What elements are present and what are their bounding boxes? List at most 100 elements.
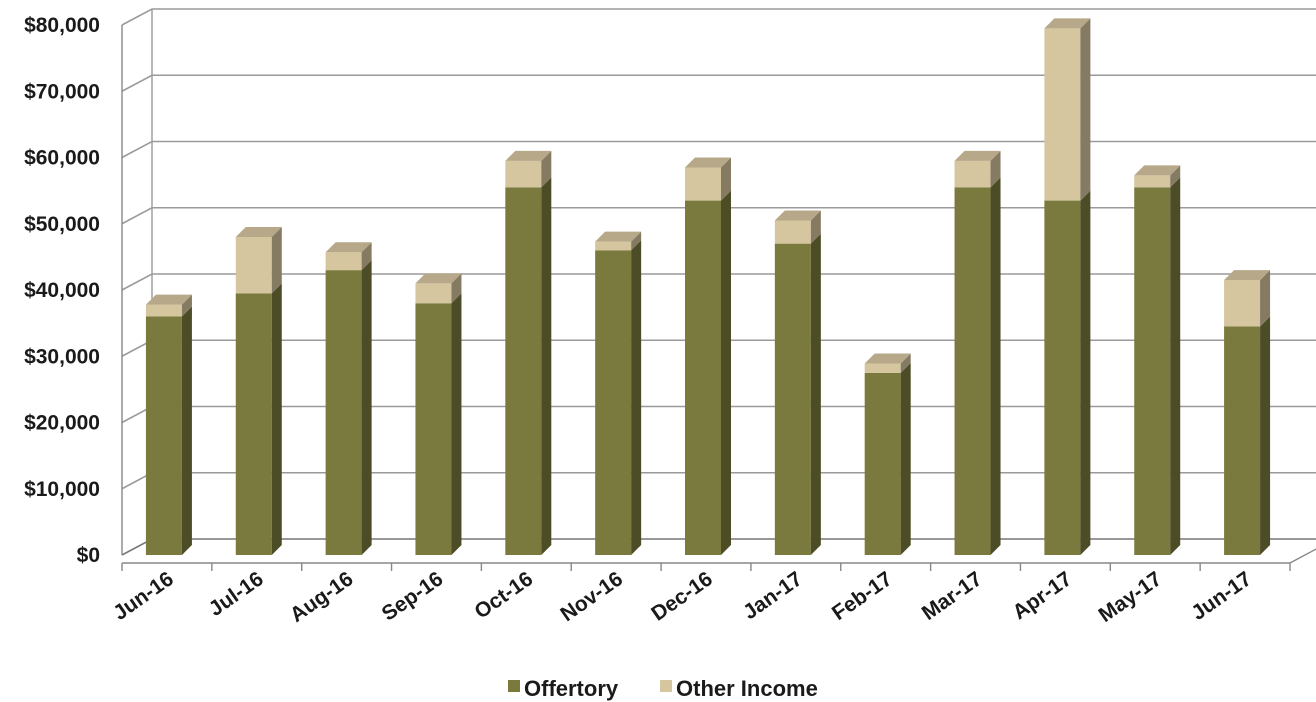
bar-top-face xyxy=(235,227,282,237)
bar-front-face xyxy=(595,241,632,251)
bar-side-face xyxy=(810,210,821,244)
bar-other-income-jan-17 xyxy=(774,210,821,244)
bar-side-face xyxy=(721,190,731,555)
bar-other-income-jul-16 xyxy=(235,227,282,294)
bar-front-face xyxy=(145,316,182,555)
bar-front-face xyxy=(145,304,182,317)
bar-front-face xyxy=(505,160,542,188)
bar-offertory-oct-16 xyxy=(505,177,552,555)
legend: Offertory Other Income xyxy=(508,676,818,701)
bar-top-face xyxy=(145,294,192,305)
x-tick-label-dec-16: Dec-16 xyxy=(647,567,717,625)
bar-other-income-nov-16 xyxy=(595,231,642,251)
y-tick-label: $20,000 xyxy=(24,412,100,435)
gridlines xyxy=(121,8,1316,556)
bar-front-face xyxy=(864,363,901,373)
bar-top-face xyxy=(864,353,911,364)
bar-top-face xyxy=(1134,165,1181,176)
bar-top-face xyxy=(595,231,642,242)
bar-side-face xyxy=(990,150,1001,188)
y-tick-label: $80,000 xyxy=(24,14,100,37)
legend-label-offertory: Offertory xyxy=(524,676,619,701)
bar-side-face xyxy=(451,293,462,555)
gridline xyxy=(121,74,1316,92)
legend-label-other-income: Other Income xyxy=(676,676,818,701)
y-tick-label: $30,000 xyxy=(24,345,100,368)
bar-front-face xyxy=(505,187,542,555)
bar-front-face xyxy=(1224,280,1261,327)
bar-front-face xyxy=(1044,28,1081,201)
bar-side-face xyxy=(361,242,372,271)
bar-side-face xyxy=(1080,18,1091,201)
bar-top-face xyxy=(774,210,821,221)
bar-side-face xyxy=(271,283,282,555)
x-tick-label-jan-17: Jan-17 xyxy=(739,567,807,624)
bar-other-income-feb-17 xyxy=(864,353,911,373)
x-tick-labels: Jun-16 Jul-16 Aug-16 Sep-16 Oct-16 Nov-16 Dec-… xyxy=(109,567,1256,627)
bar-offertory-aug-16 xyxy=(325,260,372,555)
x-axis-depth-line xyxy=(1289,548,1316,564)
bar-side-face xyxy=(361,260,372,555)
bar-side-face xyxy=(631,240,642,555)
x-tick-label-sep-16: Sep-16 xyxy=(378,567,448,625)
bar-offertory-may-17 xyxy=(1134,177,1181,555)
y-tick-label: $60,000 xyxy=(24,147,100,170)
bar-other-income-apr-17 xyxy=(1044,18,1091,201)
bar-top-face xyxy=(415,273,462,284)
bar-offertory-apr-17 xyxy=(1044,190,1091,555)
bar-front-face xyxy=(1224,326,1261,555)
bar-other-income-jun-17 xyxy=(1224,270,1271,327)
bar-offertory-sep-16 xyxy=(415,293,462,555)
bar-side-face xyxy=(1170,165,1181,188)
x-tick-label-nov-16: Nov-16 xyxy=(556,567,627,626)
bar-side-face xyxy=(271,227,282,294)
bar-top-face xyxy=(325,242,372,253)
y-axis: $0 $10,000 $20,000 $30,000 $40,000 $50,000 $60… xyxy=(24,14,123,567)
x-tick-label-oct-16: Oct-16 xyxy=(470,567,537,623)
x-axis xyxy=(121,548,1316,571)
bar-front-face xyxy=(325,252,362,271)
bar-other-income-sep-16 xyxy=(415,273,462,304)
bar-offertory-jun-17 xyxy=(1224,316,1271,555)
bar-front-face xyxy=(774,243,811,555)
bar-top-face xyxy=(1224,270,1271,281)
bar-offertory-jan-17 xyxy=(774,233,821,555)
bar-other-income-aug-16 xyxy=(325,242,372,271)
bar-front-face xyxy=(1044,200,1081,555)
bar-front-face xyxy=(864,372,901,555)
legend-swatch-other-income xyxy=(660,680,672,692)
bar-side-face xyxy=(451,273,462,304)
bar-front-face xyxy=(774,220,811,244)
bar-side-face xyxy=(541,177,552,555)
bar-offertory-dec-16 xyxy=(685,190,731,555)
bar-offertory-feb-17 xyxy=(864,362,911,555)
bar-front-face xyxy=(954,160,991,188)
x-tick-label-may-17: May-17 xyxy=(1095,567,1167,627)
bar-front-face xyxy=(235,293,272,555)
bar-side-face xyxy=(1260,316,1271,555)
bar-other-income-jun-16 xyxy=(145,294,192,317)
bar-front-face xyxy=(415,283,452,304)
bar-other-income-may-17 xyxy=(1134,165,1181,188)
bar-side-face xyxy=(900,362,911,555)
bar-side-face xyxy=(181,294,192,317)
x-tick-label-jun-17: Jun-17 xyxy=(1187,567,1256,625)
bar-offertory-nov-16 xyxy=(595,240,642,555)
bar-offertory-jul-16 xyxy=(235,283,282,555)
bar-front-face xyxy=(1134,175,1171,188)
bar-side-face xyxy=(541,150,552,188)
gridline xyxy=(121,140,1316,159)
bar-top-face xyxy=(954,150,1001,161)
bar-top-face xyxy=(1044,18,1091,29)
bar-front-face xyxy=(685,200,721,555)
bar-front-face xyxy=(685,167,721,201)
bar-front-face xyxy=(235,237,272,294)
bar-offertory-jun-16 xyxy=(145,306,192,555)
bar-side-face xyxy=(631,231,642,251)
x-tick-label-mar-17: Mar-17 xyxy=(918,567,987,625)
x-tick-label-jul-16: Jul-16 xyxy=(205,567,268,621)
x-tick-label-jun-16: Jun-16 xyxy=(109,567,178,625)
bars xyxy=(145,18,1271,555)
y-tick-label: $0 xyxy=(77,544,100,567)
